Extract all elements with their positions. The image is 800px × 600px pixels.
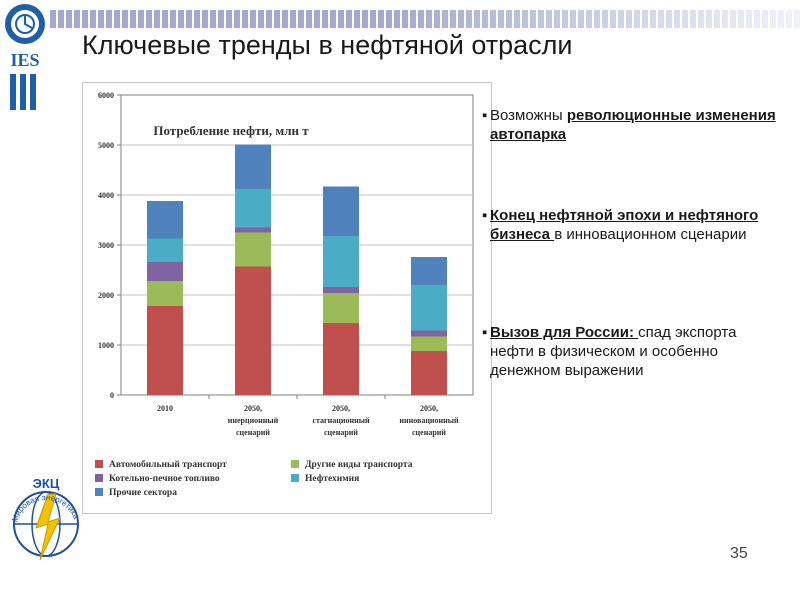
bullet-2: ▪ Конец нефтяной эпохи и нефтяного бизне… — [482, 206, 782, 244]
bar-1-2 — [235, 227, 271, 233]
y-tick-label-5: 5000 — [98, 141, 114, 150]
stacked-bar-chart: 0 1000 2000 3000 4000 5000 6000 2010 2050, инерци… — [95, 91, 474, 498]
bullet-3-text-a: Вызов для России: — [490, 324, 639, 341]
bullet-1-text-b: революционные изменения автопарка — [490, 107, 776, 143]
bar-1-0 — [235, 266, 271, 395]
bar-0-3 — [147, 238, 183, 262]
bar-2-0 — [323, 323, 359, 395]
bar-3-1 — [411, 336, 447, 351]
bar-0-0 — [147, 306, 183, 395]
bar-0-2 — [147, 262, 183, 281]
x-tick-label-2-0: 2050, — [332, 404, 350, 413]
y-tick-label-3: 3000 — [98, 241, 114, 250]
x-tick-label-1-1: инерционный — [228, 416, 279, 425]
page-number: 35 — [730, 545, 748, 562]
legend-label-0: Автомобильный транспорт — [109, 459, 227, 470]
x-tick-label-2-2: сценарий — [324, 428, 358, 437]
x-tick-label-3-1: инновационный — [399, 416, 459, 425]
bar-3-3 — [411, 285, 447, 331]
legend-label-2: Котельно-печное топливо — [109, 474, 220, 484]
bar-3-0 — [411, 351, 447, 395]
bullet-3: ▪ Вызов для России: спад экспорта нефти … — [482, 323, 782, 380]
chart-container: 0 1000 2000 3000 4000 5000 6000 2010 2050, инерци… — [82, 82, 492, 514]
x-tick-label-2-1: стагнационный — [312, 416, 370, 425]
x-tick-label-3-2: сценарий — [412, 428, 446, 437]
bar-1-1 — [235, 232, 271, 267]
chart-title: Потребление нефти, млн т — [153, 123, 309, 138]
bullet-1-text-a: Возможны — [490, 107, 567, 124]
bullet-3-marker: ▪ — [482, 324, 488, 341]
bar-3-2 — [411, 330, 447, 337]
ekc-logo: ЭКЦ Мировая энергетика — [10, 476, 81, 561]
bullet-3-text-b: спад экспорта нефти в физическом и особе… — [490, 324, 737, 379]
bar-0-4 — [147, 201, 183, 239]
bullet-2-text-b: в инновационном сценарии — [554, 226, 747, 243]
legend-label-3: Нефтехимия — [305, 473, 359, 484]
bullet-1-marker: ▪ — [482, 107, 488, 124]
x-tick-label-1-0: 2050, — [244, 404, 262, 413]
legend-label-1: Другие виды транспорта — [305, 460, 413, 470]
x-tick-label-0-0: 2010 — [157, 404, 173, 413]
bar-2-2 — [323, 287, 359, 293]
y-tick-label-1: 1000 — [98, 341, 114, 350]
x-tick-label-3-0: 2050, — [420, 404, 438, 413]
bar-1-3 — [235, 189, 271, 228]
bar-3-4 — [411, 257, 447, 285]
y-tick-label-4: 4000 — [98, 191, 114, 200]
y-tick-label-6: 6000 — [98, 91, 114, 100]
legend-label-4: Прочие сектора — [109, 488, 177, 498]
y-tick-label-0: 0 — [110, 391, 114, 400]
ekc-logo-text: ЭКЦ — [33, 476, 60, 491]
bar-2-4 — [323, 186, 359, 236]
legend-swatch-3 — [291, 474, 299, 482]
bar-2-1 — [323, 293, 359, 323]
bullet-1: ▪ Возможны революционные изменения автоп… — [482, 106, 782, 144]
legend-swatch-2 — [95, 474, 103, 482]
slide-title: Ключевые тренды в нефтяной отрасли — [82, 30, 573, 60]
ies-logo-text: IES — [10, 50, 39, 70]
bar-2-3 — [323, 236, 359, 287]
bullet-2-text-a: Конец нефтяной эпохи и нефтяного бизнеса — [490, 207, 759, 243]
bar-0-1 — [147, 281, 183, 306]
x-tick-label-1-2: сценарий — [236, 428, 270, 437]
bullet-2-marker: ▪ — [482, 207, 488, 224]
header-decoration-fade — [50, 10, 800, 28]
ies-logo: IES — [5, 4, 45, 110]
legend-swatch-4 — [95, 488, 103, 496]
legend-swatch-1 — [291, 460, 299, 468]
bar-1-4 — [235, 144, 271, 189]
legend-swatch-0 — [95, 460, 103, 468]
y-tick-label-2: 2000 — [98, 291, 114, 300]
